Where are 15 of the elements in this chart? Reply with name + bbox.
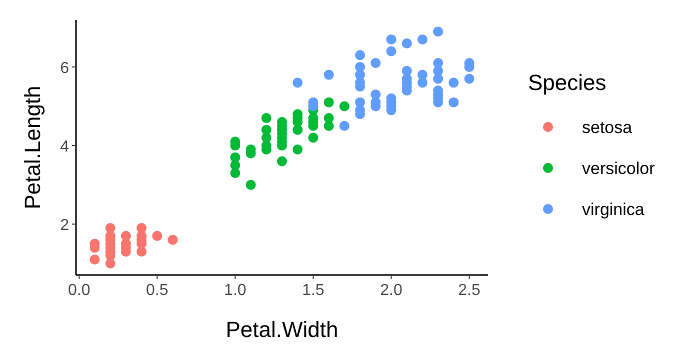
x-tick-label: 0.5 bbox=[146, 282, 168, 299]
y-tick-label: 6 bbox=[60, 60, 70, 77]
x-tick-label: 2.0 bbox=[380, 282, 402, 299]
legend-label: virginica bbox=[582, 200, 645, 219]
x-tick-label: 1.5 bbox=[302, 282, 324, 299]
y-axis-title: Petal.Length bbox=[20, 86, 45, 210]
x-axis-title: Petal.Width bbox=[226, 317, 338, 342]
y-tick-label: 2 bbox=[60, 217, 70, 234]
x-tick-label: 0.0 bbox=[68, 282, 90, 299]
x-tick-label: 1.0 bbox=[224, 282, 246, 299]
legend-label: setosa bbox=[582, 118, 633, 137]
y-tick-label: 4 bbox=[60, 138, 70, 156]
legend-label: versicolor bbox=[582, 159, 656, 178]
legend-title: Species bbox=[528, 70, 606, 95]
x-tick-label: 2.5 bbox=[458, 282, 480, 299]
